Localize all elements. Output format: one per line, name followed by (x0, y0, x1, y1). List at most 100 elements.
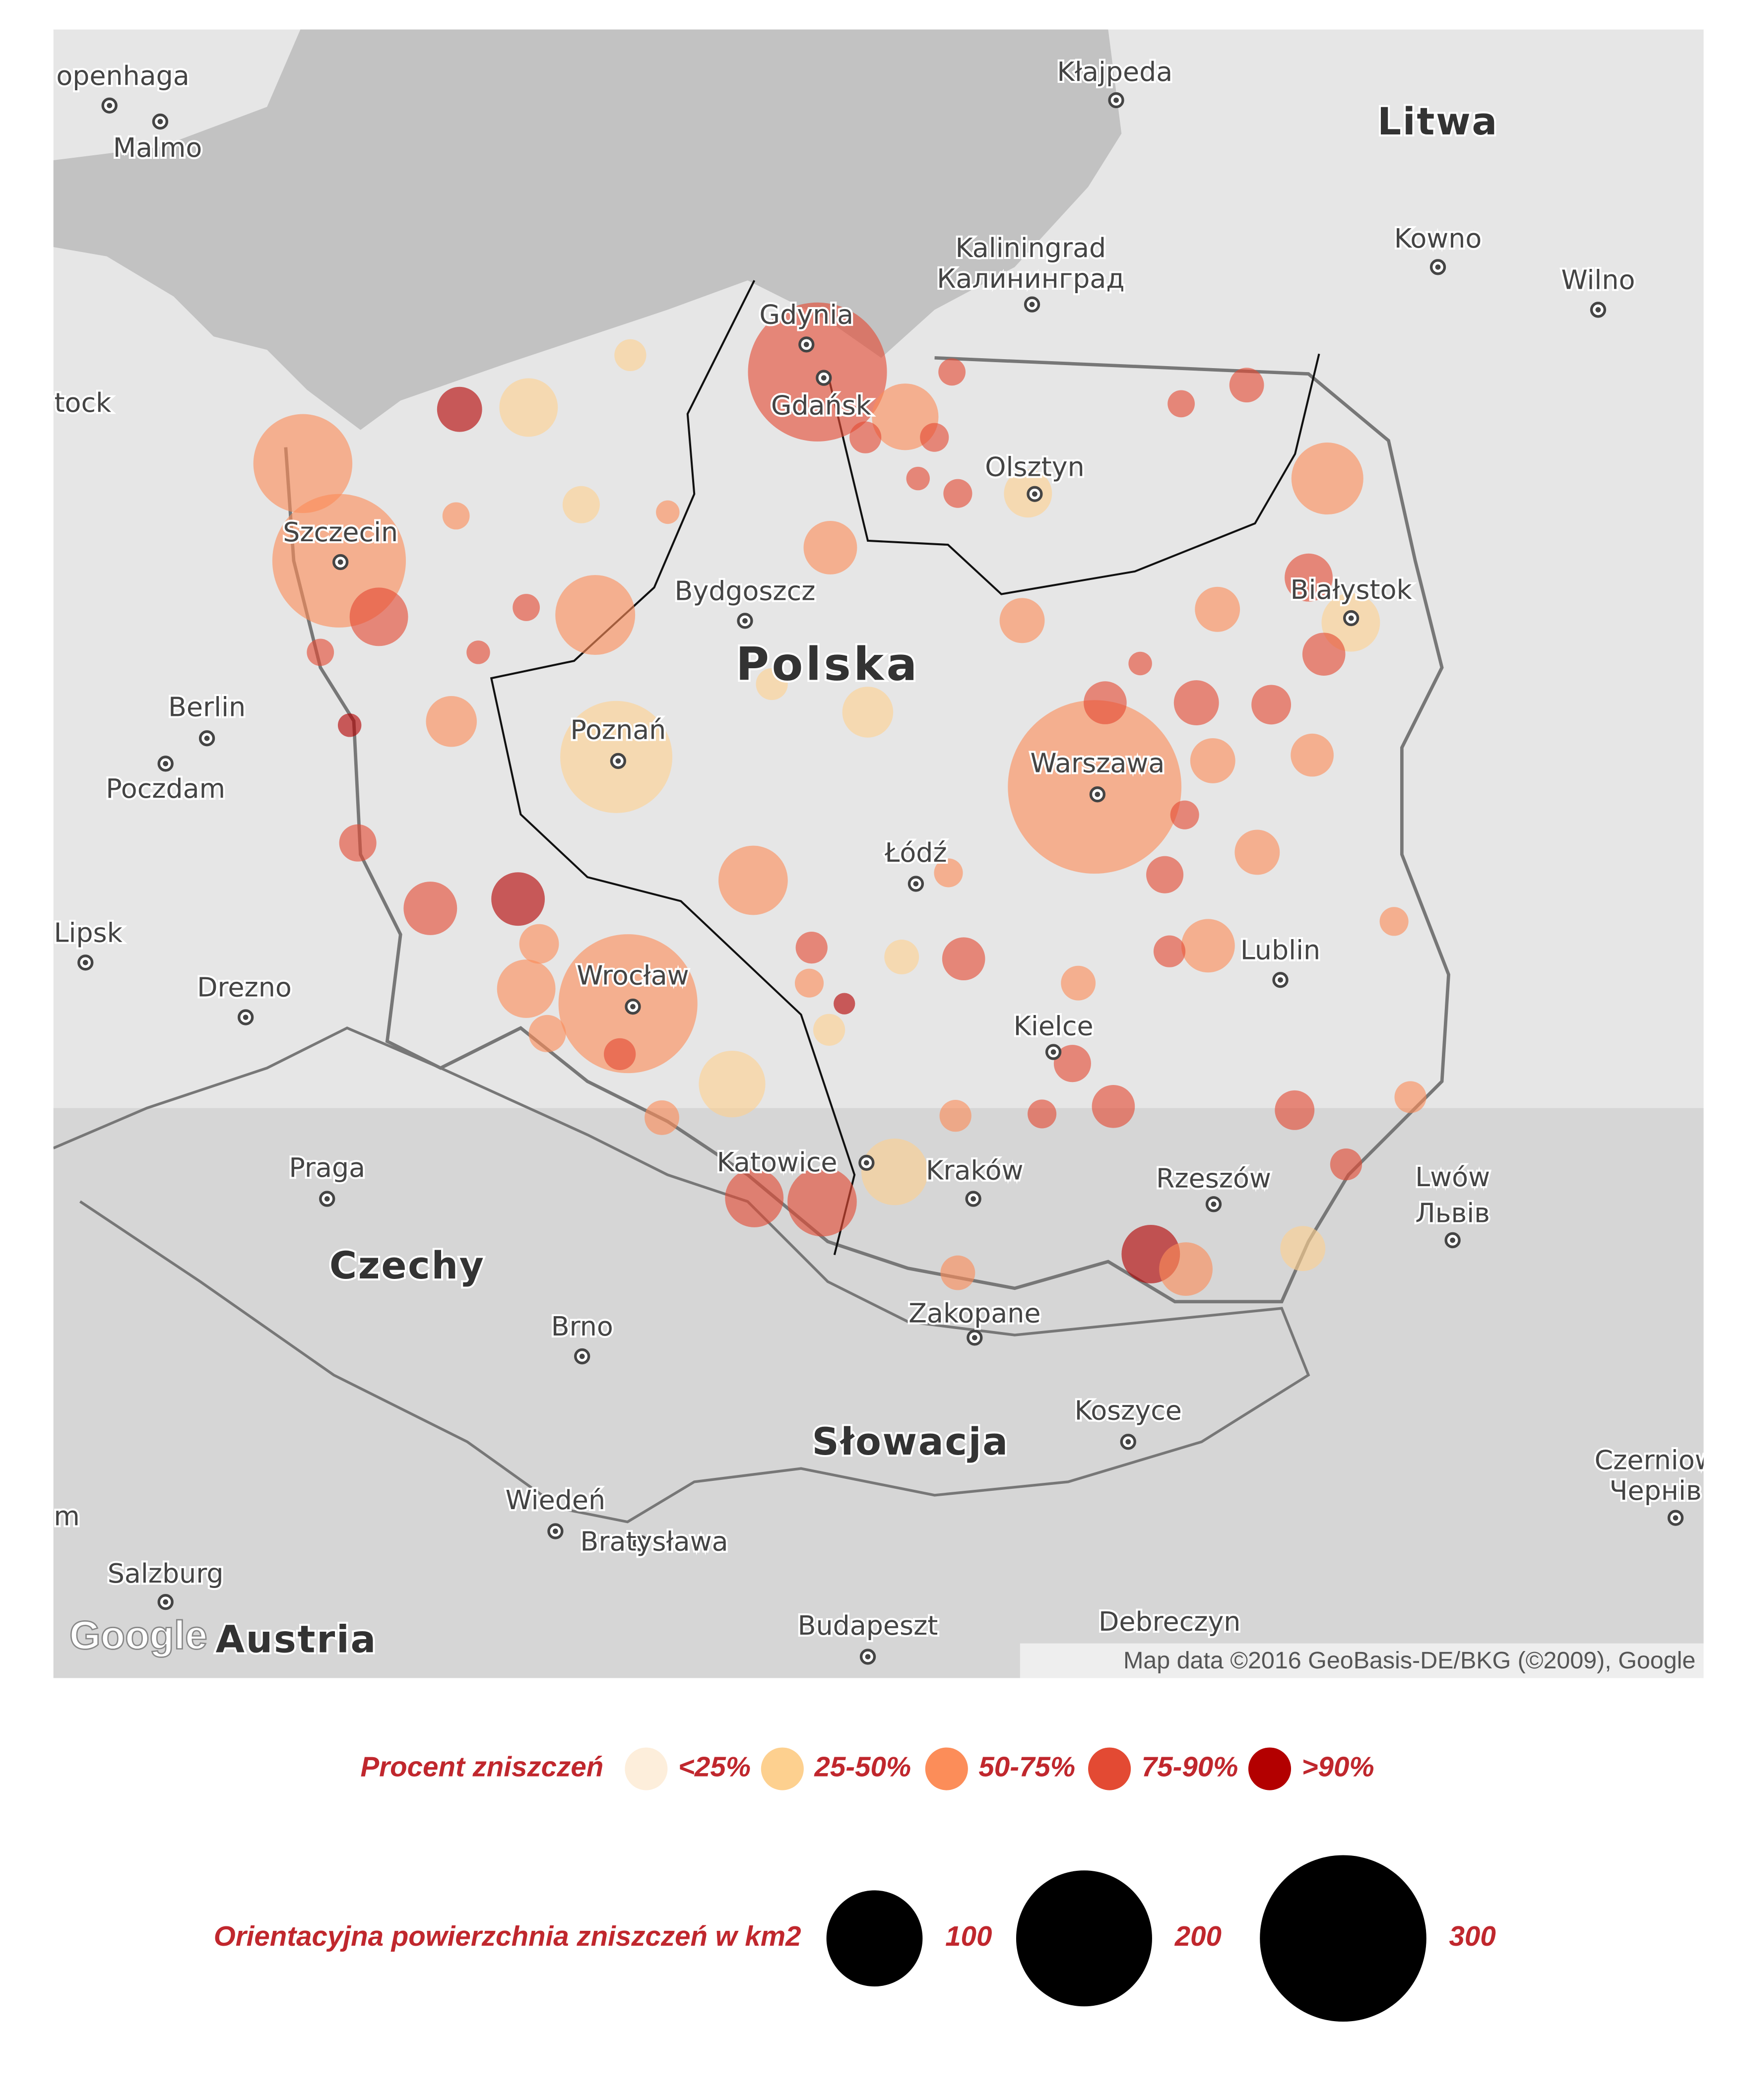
bubble (748, 302, 887, 442)
bubble (1028, 1099, 1057, 1129)
place-label: Łódź (884, 837, 947, 868)
size-legend-circle (1016, 1870, 1152, 2007)
bubble (934, 858, 963, 888)
bubble (1285, 553, 1333, 602)
size-legend-circle (826, 1890, 923, 1987)
place-label: Drezno (197, 972, 292, 1003)
bubble (528, 1015, 566, 1052)
legend-label: 75-90% (1142, 1751, 1238, 1782)
place-dot-center (630, 1004, 636, 1010)
bubble (1280, 1226, 1326, 1272)
place-label: Калининград (937, 263, 1124, 294)
legend-swatch (925, 1747, 968, 1790)
bubble (1190, 738, 1235, 783)
bubble (906, 466, 930, 491)
bubble (725, 1168, 784, 1227)
legend-swatch (1088, 1747, 1131, 1790)
bubble (1173, 680, 1219, 726)
bubble (491, 872, 545, 926)
bubble (1379, 907, 1409, 936)
bubble (884, 940, 919, 974)
place-dot-center (337, 559, 343, 565)
place-label: Zakopane (908, 1297, 1040, 1329)
bubble (614, 339, 647, 372)
bubble (562, 486, 600, 523)
place-dot-center (1125, 1439, 1131, 1445)
place-label: Polska (736, 637, 920, 691)
place-label: tock (54, 387, 111, 418)
place-label: Szczecin (283, 516, 398, 548)
place-label: Katowice (717, 1146, 838, 1178)
bubble (1061, 965, 1096, 1001)
place-labels: openhaga Malmo Kłajpeda Litwa KaliningradКал… (54, 54, 1717, 1665)
bubble (645, 1100, 679, 1135)
place-dot-center (615, 758, 621, 764)
place-label: Salzburg (108, 1558, 224, 1589)
legend-label: >90% (1302, 1751, 1374, 1782)
bubble (938, 358, 966, 386)
bubble (1234, 829, 1280, 875)
place-label: Чернів (1610, 1475, 1702, 1506)
place-dot-center (865, 1654, 871, 1659)
bubble (437, 386, 482, 432)
bubble (656, 500, 680, 524)
bubble (1170, 800, 1199, 829)
bubble (920, 423, 949, 452)
place-dot-center (638, 1540, 644, 1546)
place-dot-center (821, 375, 827, 381)
place-label: Kielce (1014, 1011, 1094, 1042)
place-label: Lublin (1240, 934, 1320, 965)
bubble (1084, 681, 1127, 724)
place-label: Czerniow (1595, 1444, 1717, 1475)
place-dot-center (1211, 1201, 1217, 1207)
place-dot-center (1595, 307, 1601, 313)
legend-swatch (625, 1747, 668, 1790)
bubble (1153, 935, 1186, 967)
place-dot-center (1032, 491, 1037, 497)
place-label: Poczdam (106, 773, 225, 804)
place-dot-center (1029, 302, 1035, 308)
bubble (834, 993, 855, 1015)
place-dot-center (1278, 977, 1283, 983)
bubble (519, 924, 559, 964)
place-dot-center (742, 618, 748, 624)
bubble (718, 845, 788, 915)
attribution: Map data ©2016 GeoBasis-DE/BKG (©2009), … (1123, 1647, 1695, 1674)
place-label: Białystok (1291, 574, 1412, 605)
bubble (1291, 443, 1363, 515)
place-label: m (54, 1500, 79, 1531)
place-dot-center (913, 881, 919, 887)
place-dot-center (1113, 97, 1119, 103)
region-line (827, 353, 1320, 595)
bubble (942, 937, 985, 981)
bubble (842, 687, 894, 738)
bubble (349, 587, 408, 646)
place-label: openhaga (56, 60, 189, 91)
legend-label: <25% (678, 1751, 751, 1782)
bubble (497, 959, 556, 1018)
bubble (1251, 685, 1292, 725)
place-label: Rzeszów (1156, 1162, 1271, 1194)
place-label: Litwa (1377, 100, 1498, 143)
bubble (999, 598, 1045, 643)
bubble (1167, 390, 1195, 418)
place-dot-center (803, 342, 809, 347)
bubble (1302, 633, 1346, 676)
place-dot-center (1673, 1515, 1679, 1521)
legend-swatch (761, 1747, 804, 1790)
bubble (1092, 1085, 1135, 1128)
place-dot-center (204, 735, 210, 741)
place-label: Malmo (113, 132, 202, 163)
place-label: Gdańsk (771, 390, 871, 421)
bubble (939, 1100, 972, 1132)
place-label: Brno (551, 1311, 613, 1342)
place-label: Debreczyn (1099, 1606, 1240, 1637)
place-label: Olsztyn (985, 451, 1085, 482)
bubble (813, 1014, 845, 1046)
legend: Procent zniszczeń Orientacyjna powierzch… (214, 1747, 1496, 2022)
place-dot-center (863, 1160, 869, 1166)
bubble (604, 1038, 636, 1070)
size-legend-label: 200 (1174, 1920, 1222, 1952)
legend-label: 25-50% (814, 1751, 911, 1782)
